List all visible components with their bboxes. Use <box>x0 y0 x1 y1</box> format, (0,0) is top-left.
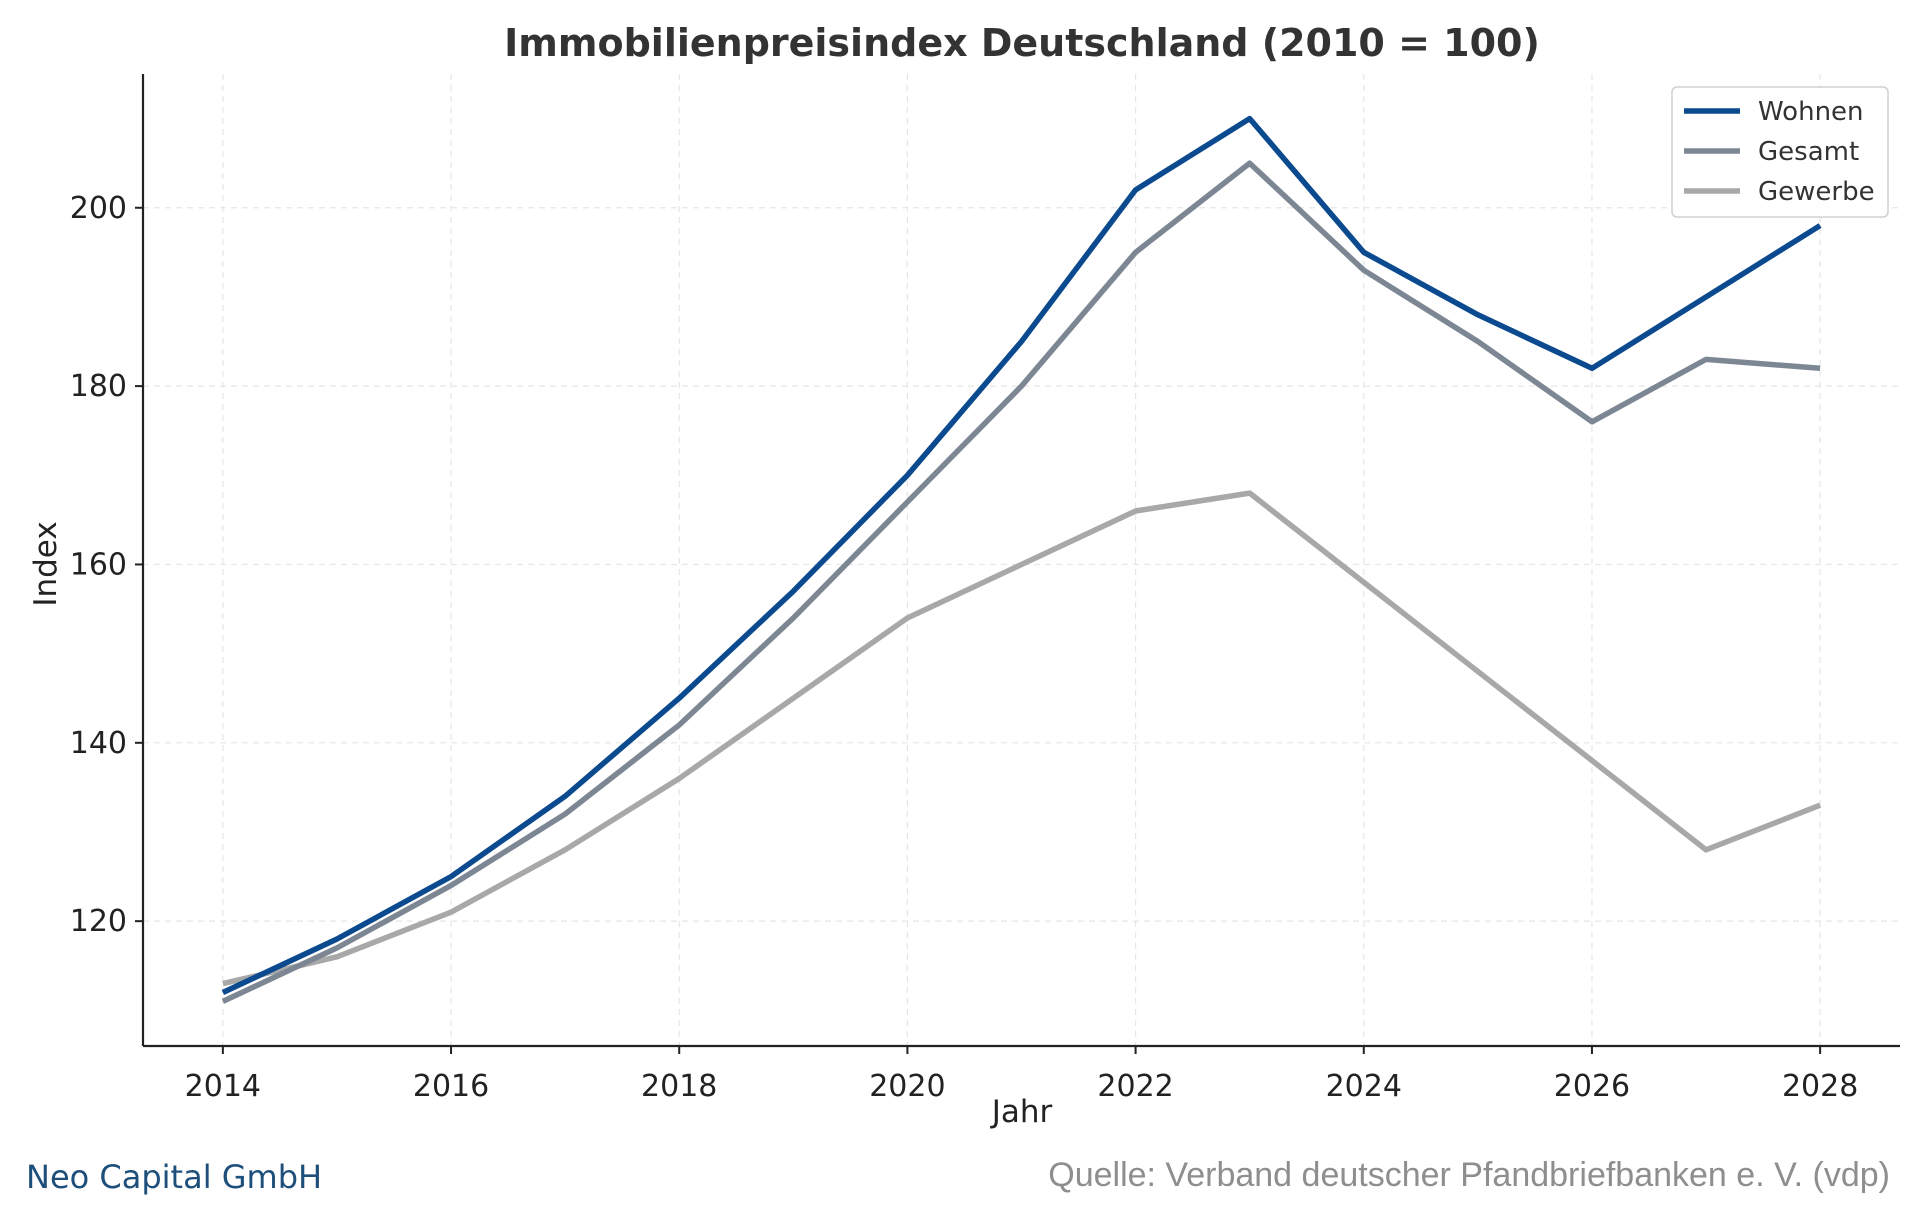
series-lines <box>221 115 1822 1004</box>
legend-label: Gewerbe <box>1758 177 1875 207</box>
y-tick-label: 180 <box>70 369 127 404</box>
series-line-gewerbe <box>222 490 1822 987</box>
x-tick-label: 2018 <box>641 1069 717 1104</box>
y-axis-label: Index <box>28 521 64 606</box>
y-tick-label: 120 <box>70 904 127 939</box>
series-line-gesamt <box>221 160 1821 1004</box>
legend-label: Wohnen <box>1758 97 1864 127</box>
axes <box>135 74 1900 1054</box>
source-note: Quelle: Verband deutscher Pfandbriefbank… <box>1048 1156 1890 1194</box>
y-tick-label: 200 <box>70 191 127 226</box>
x-tick-label: 2022 <box>1097 1069 1173 1104</box>
x-tick-label: 2014 <box>185 1069 261 1104</box>
tick-labels: 2014 2016 2018 2020 2022 2024 2026 2028 120 140 16… <box>70 191 1859 1104</box>
legend: Wohnen Gesamt Gewerbe <box>1671 86 1889 218</box>
x-tick-label: 2028 <box>1782 1069 1858 1104</box>
y-tick-label: 160 <box>70 547 127 582</box>
y-tick-label: 140 <box>70 726 127 761</box>
series-line-wohnen <box>221 115 1822 995</box>
x-tick-label: 2016 <box>413 1069 489 1104</box>
x-tick-label: 2026 <box>1554 1069 1630 1104</box>
legend-label: Gesamt <box>1758 137 1859 167</box>
x-tick-label: 2020 <box>869 1069 945 1104</box>
x-tick-label: 2024 <box>1326 1069 1402 1104</box>
chart-title: Immobilienpreisindex Deutschland (2010 =… <box>504 21 1540 65</box>
company-name: Neo Capital GmbH <box>26 1158 323 1196</box>
x-axis-label: Jahr <box>990 1094 1053 1130</box>
grid-lines <box>143 74 1900 1046</box>
legend-box <box>1671 86 1889 218</box>
